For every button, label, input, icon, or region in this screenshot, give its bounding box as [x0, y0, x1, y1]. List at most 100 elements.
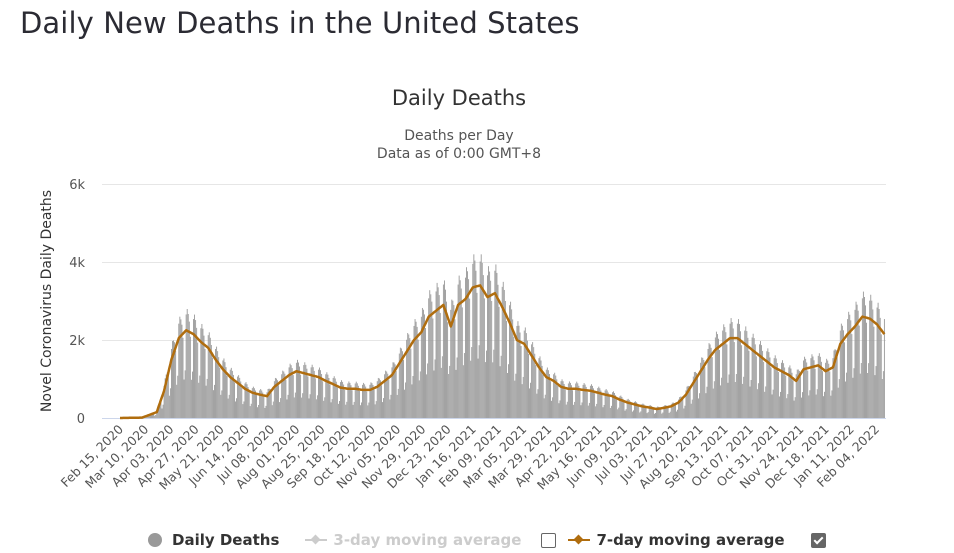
daily-deaths-bar [308, 398, 310, 418]
daily-deaths-bar [768, 352, 770, 418]
daily-deaths-bar [222, 360, 224, 418]
daily-deaths-bar [424, 314, 425, 418]
daily-deaths-bar [816, 389, 818, 418]
daily-deaths-bar [367, 405, 369, 418]
daily-deaths-bar [744, 330, 746, 418]
daily-deaths-bar [766, 351, 768, 418]
daily-deaths-bar [177, 375, 179, 418]
legend-item-3-day-average[interactable]: 3-day moving average [305, 531, 521, 549]
daily-deaths-bar [801, 397, 802, 418]
daily-deaths-bar [712, 388, 714, 418]
daily-deaths-bar [362, 384, 363, 418]
daily-deaths-bar [773, 358, 775, 418]
daily-deaths-bar [329, 384, 331, 418]
daily-deaths-bar [186, 309, 188, 418]
daily-deaths-bar [847, 319, 849, 418]
daily-deaths-bar [589, 385, 591, 418]
daily-deaths-bar [855, 301, 857, 418]
daily-deaths-bar [306, 368, 308, 418]
daily-deaths-bar [432, 318, 434, 418]
daily-deaths-bar [614, 392, 615, 418]
daily-deaths-bar [751, 337, 753, 418]
daily-deaths-bar [594, 393, 596, 418]
daily-deaths-bar [492, 362, 494, 418]
checkbox-3-day-average[interactable] [541, 532, 557, 548]
daily-deaths-bar [670, 404, 672, 418]
daily-deaths-bar [723, 324, 725, 418]
daily-deaths-bar [339, 400, 340, 418]
daily-deaths-bar [796, 369, 798, 418]
daily-deaths-bar [448, 373, 450, 418]
daily-deaths-bar [874, 375, 876, 418]
daily-deaths-bar [868, 363, 870, 418]
daily-deaths-bar [235, 401, 236, 418]
daily-deaths-bar [560, 381, 562, 418]
daily-deaths-bar [542, 375, 544, 418]
daily-deaths-bar [173, 340, 174, 418]
daily-deaths-bar [428, 298, 430, 418]
daily-deaths-bar [688, 386, 690, 418]
line-diamond-icon [568, 534, 591, 546]
daily-deaths-bar [366, 391, 368, 418]
daily-deaths-bar [392, 362, 394, 418]
daily-deaths-bar [727, 382, 729, 418]
daily-deaths-bar [389, 399, 391, 418]
daily-deaths-bar [680, 396, 682, 418]
daily-deaths-bar [471, 347, 473, 418]
daily-deaths-bar [207, 335, 209, 418]
daily-deaths-bar [360, 405, 361, 418]
daily-deaths-bar [176, 384, 178, 418]
daily-deaths-bar [671, 402, 673, 418]
daily-deaths-bar [261, 390, 263, 418]
daily-deaths-bar [772, 389, 774, 418]
daily-deaths-bar [304, 362, 306, 418]
daily-deaths-bar [849, 314, 851, 418]
daily-deaths-bar [729, 323, 731, 418]
daily-deaths-bar [843, 330, 844, 418]
daily-deaths-bar [504, 301, 506, 418]
daily-deaths-bar [599, 388, 601, 418]
daily-deaths-bar [213, 390, 214, 418]
y-axis-labels: 0 2k 4k 6k [69, 178, 85, 427]
daily-deaths-bar [418, 380, 420, 418]
daily-deaths-bar [858, 325, 860, 418]
daily-deaths-bar [762, 350, 764, 418]
daily-deaths-bar [226, 375, 228, 418]
legend-item-daily-deaths[interactable]: Daily Deaths [148, 531, 279, 549]
daily-deaths-bar [715, 331, 717, 418]
daily-deaths-bar [150, 414, 151, 418]
daily-deaths-bar [495, 264, 497, 418]
daily-deaths-bar [741, 345, 743, 418]
daily-deaths-bar [813, 360, 815, 418]
daily-deaths-bar [474, 260, 476, 418]
daily-deaths-bar [804, 356, 806, 418]
daily-deaths-bar [274, 377, 276, 418]
daily-deaths-bar [516, 325, 518, 418]
daily-deaths-bar [736, 323, 738, 418]
daily-deaths-bar [249, 406, 251, 418]
daily-deaths-bar [473, 254, 475, 418]
daily-deaths-bar [585, 386, 587, 418]
checkbox-7-day-average[interactable] [810, 532, 826, 548]
daily-deaths-bar [333, 376, 335, 418]
daily-deaths-bar [441, 356, 443, 418]
legend-item-7-day-average[interactable]: 7-day moving average [568, 531, 785, 549]
daily-deaths-bar [239, 377, 241, 418]
daily-deaths-bar [201, 323, 203, 418]
daily-deaths-bar [371, 383, 373, 418]
daily-deaths-bar [511, 309, 513, 418]
daily-deaths-bar [720, 385, 722, 418]
daily-deaths-bar [294, 392, 296, 418]
daily-deaths-bar [336, 387, 338, 418]
daily-deaths-bar [309, 394, 311, 418]
daily-deaths-bar [266, 392, 268, 418]
daily-deaths-bar [681, 396, 683, 418]
daily-deaths-bar [621, 396, 623, 418]
daily-deaths-bar [694, 371, 696, 418]
daily-deaths-bar [833, 350, 835, 418]
daily-deaths-bar [707, 348, 709, 418]
y-tick-label: 0 [77, 412, 85, 427]
daily-deaths-bar [635, 401, 636, 418]
daily-deaths-bar [352, 404, 354, 418]
daily-deaths-bar [246, 384, 248, 418]
